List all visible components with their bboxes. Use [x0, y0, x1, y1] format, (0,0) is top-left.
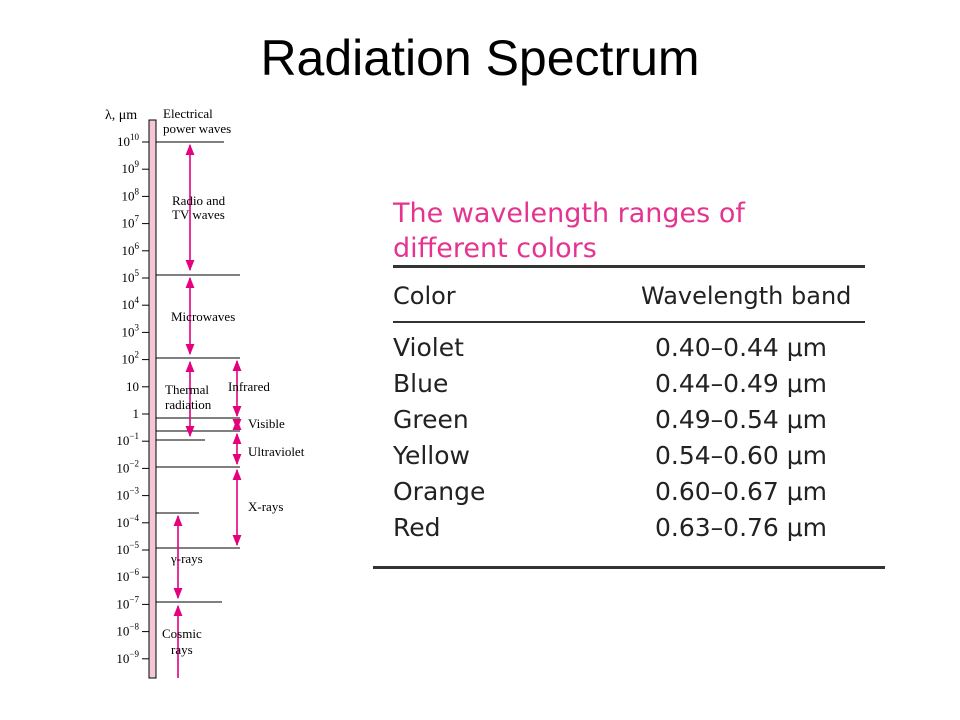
label-microwaves: Microwaves — [171, 309, 235, 324]
label-infrared: Infrared — [228, 379, 270, 394]
table-cell-band: 0.54–0.60 μm — [655, 441, 828, 470]
table-header-rule — [393, 321, 865, 323]
tick-group: 101010910810710610510410310210110−110−21… — [116, 132, 149, 666]
radiation-spectrum-diagram: λ, μm 101010910810710610510410310210110−… — [105, 106, 305, 679]
label-xrays: X-rays — [248, 499, 283, 514]
tick-label: 104 — [122, 295, 140, 312]
column-header-color: Color — [393, 282, 456, 310]
table-cell-band: 0.49–0.54 μm — [655, 405, 828, 434]
tick-label: 106 — [122, 241, 140, 258]
table-bottom-rule — [373, 566, 885, 569]
tick-label: 1010 — [117, 132, 140, 149]
table-cell-color: Green — [393, 405, 469, 434]
tick-label: 10 — [126, 379, 139, 394]
table-cell-color: Orange — [393, 477, 486, 506]
table-cell-band: 0.44–0.49 μm — [655, 369, 828, 398]
table-cell-band: 0.60–0.67 μm — [655, 477, 828, 506]
label-tv-waves: TV waves — [172, 207, 225, 222]
table-cell-band: 0.40–0.44 μm — [655, 333, 828, 362]
band-arrows — [173, 143, 242, 678]
spectrum-bar — [148, 119, 157, 679]
label-electrical: Electrical — [163, 106, 213, 121]
label-cosmic: Cosmic — [162, 626, 202, 641]
tick-label: 1 — [133, 406, 140, 421]
table-cell-color: Violet — [393, 333, 464, 362]
tick-label: 102 — [122, 350, 140, 367]
band-boundaries — [156, 141, 240, 603]
color-table-title-line2: different colors — [393, 233, 597, 264]
tick-label: 109 — [122, 159, 140, 176]
slide-title: Radiation Spectrum — [260, 30, 700, 86]
tick-label: 10−4 — [116, 513, 139, 530]
tick-label: 105 — [122, 268, 140, 285]
label-thermal: Thermal — [165, 382, 209, 397]
tick-label: 10−8 — [116, 622, 139, 639]
tick-label: 10−7 — [116, 594, 139, 611]
tick-label: 10−1 — [116, 431, 139, 448]
table-cell-band: 0.63–0.76 μm — [655, 513, 828, 542]
axis-label: λ, μm — [105, 108, 137, 123]
tick-label: 10−9 — [116, 649, 139, 666]
color-table-title-line1: The wavelength ranges of — [393, 198, 745, 229]
label-radio: Radio and — [172, 193, 226, 208]
label-ultraviolet: Ultraviolet — [248, 444, 305, 459]
tick-label: 107 — [122, 214, 140, 231]
label-power-waves: power waves — [163, 121, 231, 136]
tick-label: 103 — [122, 322, 140, 339]
tick-label: 108 — [122, 186, 140, 203]
label-radiation: radiation — [165, 397, 212, 412]
table-cell-color: Blue — [393, 369, 449, 398]
label-visible: Visible — [248, 416, 285, 431]
tick-label: 10−2 — [116, 458, 139, 475]
table-cell-color: Yellow — [393, 441, 470, 470]
label-gamma: γ-rays — [170, 551, 203, 566]
tick-label: 10−6 — [116, 567, 139, 584]
table-cell-color: Red — [393, 513, 441, 542]
column-header-wavelength-band: Wavelength band — [641, 282, 852, 310]
color-table-title: The wavelength ranges of different color… — [393, 196, 745, 266]
tick-label: 10−5 — [116, 540, 139, 557]
table-top-rule — [393, 265, 865, 268]
tick-label: 10−3 — [116, 486, 139, 503]
label-cosmic-rays: rays — [171, 642, 193, 657]
